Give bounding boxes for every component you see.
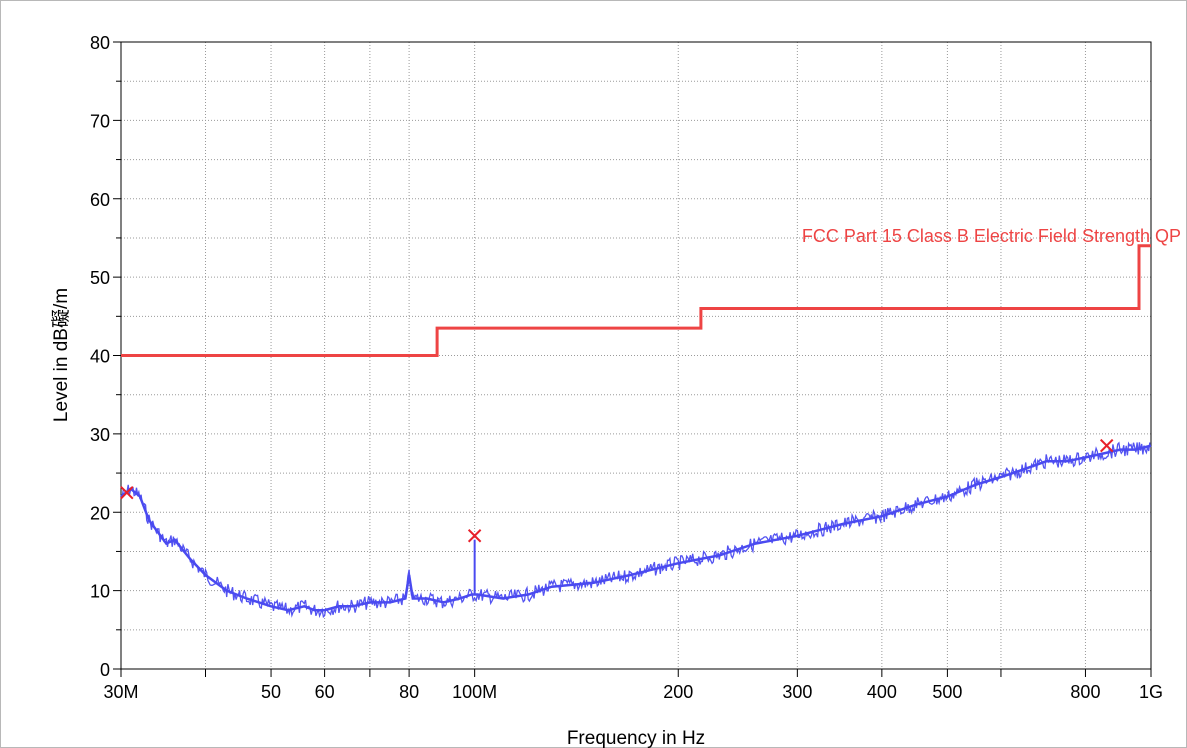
peak-marker: [467, 529, 482, 543]
x-tick-label: 500: [932, 682, 962, 702]
marker-layer: [120, 438, 1114, 543]
x-tick-label: 300: [782, 682, 812, 702]
x-tick-label: 800: [1070, 682, 1100, 702]
series-line: [120, 444, 1152, 612]
x-tick-label: 80: [399, 682, 419, 702]
peak-marker-stroke: [467, 529, 482, 543]
y-tick-label: 10: [90, 582, 110, 602]
x-tick-label: 200: [663, 682, 693, 702]
series-layer: [120, 441, 1152, 619]
y-tick-label: 70: [90, 111, 110, 131]
y-axis-title: Level in dB礙/m: [50, 288, 72, 422]
y-tick-label: 30: [90, 425, 110, 445]
peak-marker: [1099, 438, 1114, 453]
limit-line-label: FCC Part 15 Class B Electric Field Stren…: [802, 226, 1181, 246]
series-trace: [121, 441, 1151, 619]
y-tick-label: 20: [90, 503, 110, 523]
x-axis: 30M 50 60 80 100M 200 300 400 500 800 1G: [103, 669, 1163, 702]
y-tick-label: 80: [90, 33, 110, 53]
x-tick-label: 60: [315, 682, 335, 702]
x-tick-label: 50: [261, 682, 281, 702]
x-axis-title: Frequency in Hz: [567, 728, 705, 748]
x-tick-label: 100M: [452, 682, 497, 702]
y-axis: 0 10 20 30 40 50 60 70 80: [90, 33, 121, 680]
peak-marker-stroke: [1099, 438, 1114, 453]
x-tick-label: 400: [867, 682, 897, 702]
limit-layer: [121, 244, 1151, 357]
limit-line: [121, 244, 1151, 357]
y-tick-label: 50: [90, 268, 110, 288]
x-tick-label: 1G: [1139, 682, 1163, 702]
y-tick-label: 40: [90, 347, 110, 367]
peak-marker: [120, 485, 134, 500]
x-tick-label: 30M: [103, 682, 138, 702]
y-tick-label: 60: [90, 190, 110, 210]
peak-marker-stroke: [120, 485, 134, 500]
y-tick-label: 0: [100, 660, 110, 680]
